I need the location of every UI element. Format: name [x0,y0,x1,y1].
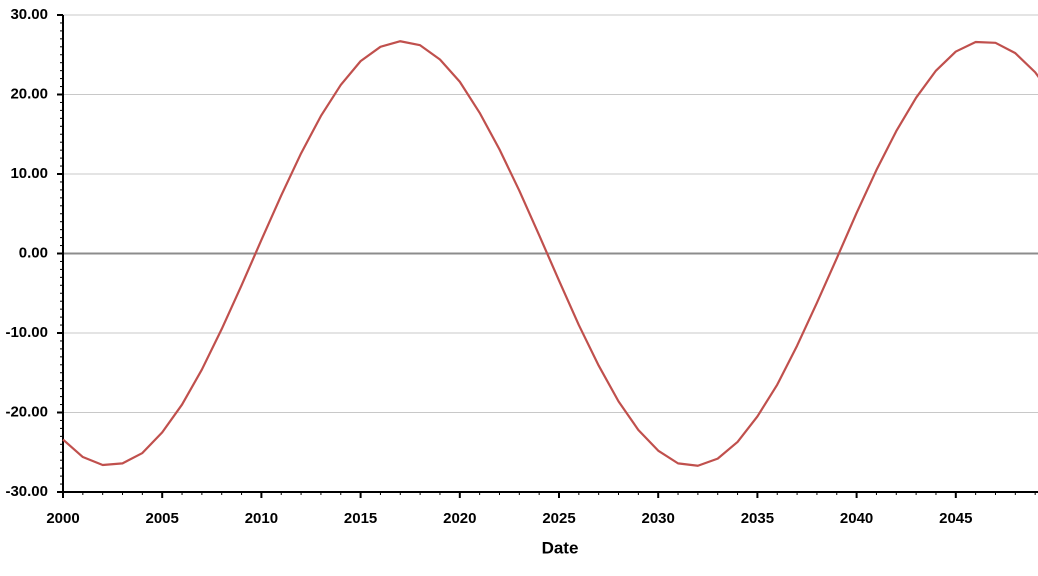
y-tick-label: -30.00 [5,483,48,500]
y-tick-label: 10.00 [10,165,48,182]
x-tick-label: 2030 [642,510,675,527]
y-tick-label: 30.00 [10,6,48,23]
series-line [62,40,1038,467]
x-tick-label: 2005 [146,510,179,527]
y-tick-label: -20.00 [5,403,48,420]
x-tick-label: 2010 [245,510,278,527]
x-tick-label: 2035 [741,510,774,527]
x-tick-label: 2025 [542,510,575,527]
x-axis-label: Date [542,538,579,557]
x-tick-label: 2020 [443,510,476,527]
x-tick-label: 2040 [840,510,873,527]
y-tick-label: 20.00 [10,85,48,102]
x-tick-label: 2000 [46,510,79,527]
x-tick-label: 2045 [939,510,972,527]
y-tick-label: 0.00 [19,244,48,261]
x-tick-label: 2015 [344,510,377,527]
y-tick-label: -10.00 [5,324,48,341]
